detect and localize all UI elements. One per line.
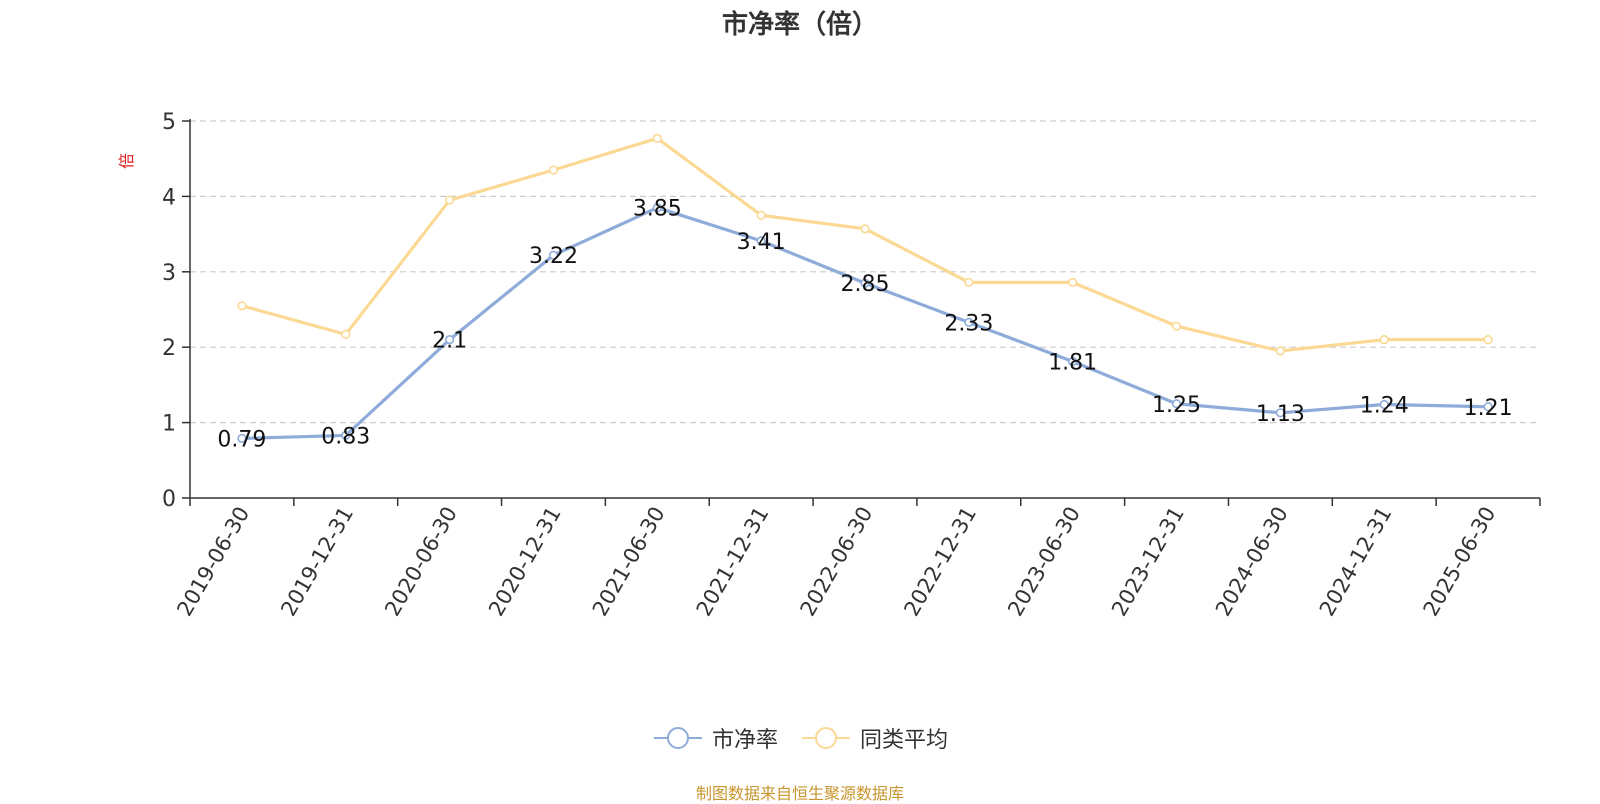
data-point-0[interactable] [341, 430, 351, 441]
data-point-0[interactable] [548, 250, 559, 260]
data-label: 3.85 [633, 197, 682, 222]
y-tick-label: 1 [162, 412, 176, 437]
data-point-1[interactable] [548, 165, 559, 175]
legend-item[interactable]: 市净率 [652, 722, 778, 754]
legend-label: 同类平均 [860, 728, 949, 753]
data-point-1[interactable] [445, 195, 455, 205]
x-tick-label: 2019-12-31 [276, 503, 358, 621]
legend-swatch-icon [653, 727, 702, 749]
y-tick-label: 5 [162, 110, 176, 135]
data-point-0[interactable] [756, 236, 766, 246]
x-tick-label: 2019-06-30 [172, 503, 254, 621]
data-label: 1.24 [1360, 394, 1409, 419]
x-tick-label: 2021-12-31 [692, 503, 774, 621]
x-tick-label: 2024-06-30 [1211, 503, 1293, 621]
source-note: 制图数据来自恒生聚源数据库 [695, 784, 904, 803]
data-label: 1.21 [1464, 396, 1513, 421]
data-point-1[interactable] [1275, 346, 1285, 356]
legend-swatch-icon [802, 727, 850, 749]
data-point-0[interactable] [237, 433, 247, 444]
x-tick-label: 2020-06-30 [380, 503, 462, 621]
x-tick-label: 2023-12-31 [1107, 503, 1189, 621]
data-point-1[interactable] [1379, 335, 1389, 345]
data-label: 1.81 [1048, 351, 1097, 376]
y-tick-label: 0 [162, 487, 176, 512]
data-label: 0.83 [321, 424, 370, 449]
data-point-1[interactable] [756, 210, 766, 220]
data-point-0[interactable] [1379, 399, 1389, 410]
data-point-1[interactable] [652, 133, 662, 143]
data-point-1[interactable] [237, 301, 247, 311]
x-tick-label: 2025-06-30 [1419, 503, 1501, 621]
data-label: 3.22 [529, 244, 578, 269]
data-point-0[interactable] [1483, 402, 1493, 412]
x-tick-label: 2021-06-30 [588, 503, 670, 621]
data-point-1[interactable] [1483, 335, 1493, 345]
data-label: 2.1 [432, 329, 467, 354]
data-label: 2.33 [944, 311, 993, 336]
data-point-1[interactable] [341, 329, 351, 339]
data-point-1[interactable] [1171, 321, 1182, 331]
data-point-0[interactable] [652, 203, 662, 213]
y-axis-label: 倍 [117, 153, 136, 169]
x-tick-label: 2024-12-31 [1315, 503, 1397, 621]
legend-item[interactable]: 同类平均 [800, 722, 948, 754]
y-tick-label: 2 [162, 336, 176, 361]
chart-title: 市净率（倍） [721, 10, 878, 40]
data-point-0[interactable] [964, 317, 974, 327]
y-tick-label: 4 [162, 185, 176, 210]
series-line-1 [241, 136, 1489, 353]
data-point-0[interactable] [1171, 399, 1182, 409]
data-point-1[interactable] [1068, 277, 1078, 287]
data-point-1[interactable] [964, 277, 974, 287]
data-point-0[interactable] [445, 335, 455, 345]
data-point-0[interactable] [1275, 408, 1285, 418]
legend: 市净率 同类平均 [0, 722, 1600, 754]
x-tick-label: 2022-06-30 [796, 503, 878, 621]
data-label: 3.41 [737, 230, 786, 255]
data-label: 2.85 [841, 272, 890, 297]
data-label: 1.25 [1152, 393, 1201, 418]
legend-label: 市净率 [711, 728, 778, 753]
data-label: 0.79 [217, 427, 266, 452]
x-tick-label: 2023-06-30 [1003, 503, 1085, 621]
data-label: 1.13 [1256, 402, 1305, 427]
data-point-0[interactable] [860, 278, 870, 288]
x-tick-label: 2022-12-31 [899, 503, 981, 621]
x-tick-label: 2020-12-31 [484, 503, 566, 621]
data-point-0[interactable] [1068, 356, 1078, 367]
data-point-1[interactable] [860, 224, 870, 234]
y-tick-label: 3 [162, 261, 176, 286]
